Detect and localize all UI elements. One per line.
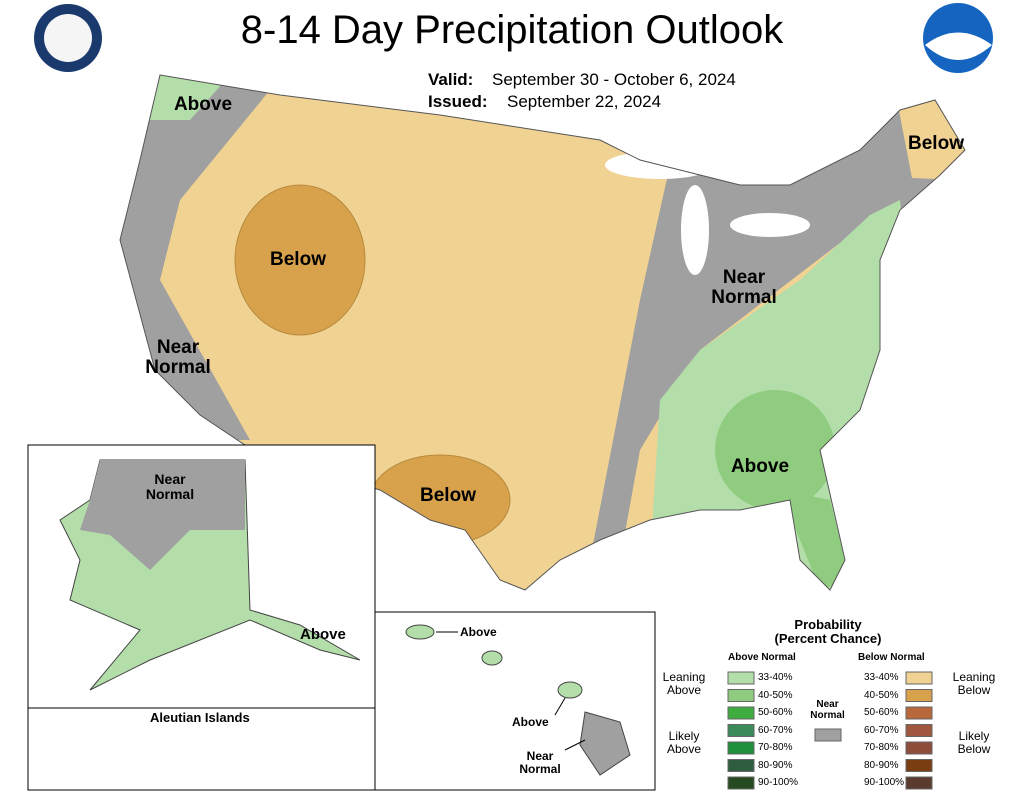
legend-range: 80-90%	[864, 759, 899, 771]
legend-swatch	[905, 741, 933, 755]
region-label: Above	[173, 94, 233, 115]
legend-range: 90-100%	[758, 777, 799, 788]
legend-swatch	[905, 759, 933, 772]
legend-range: 60-70%	[758, 724, 793, 736]
valid-dates: September 30 - October 6, 2024	[492, 70, 736, 89]
legend-swatch	[905, 706, 933, 720]
legend-range: 33-40%	[758, 672, 793, 683]
legend-group: Leaning Above	[662, 670, 706, 697]
legend-swatch	[905, 776, 933, 790]
legend-swatch	[727, 741, 755, 755]
title: 8-14 Day Precipitation Outlook	[240, 8, 784, 52]
legend-swatch	[727, 776, 755, 790]
legend-header: Above Normal	[728, 652, 796, 663]
legend-swatch	[727, 671, 755, 685]
valid-label: Valid:	[428, 70, 474, 89]
region-label: Near Normal	[145, 337, 211, 378]
region-label: Near Normal	[711, 267, 777, 308]
region-label: Above	[512, 715, 549, 729]
legend-range: 90-100%	[864, 777, 905, 788]
legend-group: Likely Above	[666, 729, 702, 756]
legend-range: 33-40%	[864, 672, 899, 683]
region-label: Near Normal	[519, 749, 561, 776]
legend-group: Likely Below	[957, 729, 991, 756]
legend-swatch	[905, 724, 933, 737]
issued-date: September 22, 2024	[507, 92, 662, 111]
region-label: Below	[270, 249, 326, 270]
legend-range: 60-70%	[864, 724, 899, 736]
legend-swatch	[814, 728, 842, 742]
region-label: Below	[908, 133, 964, 154]
legend-range: 40-50%	[758, 689, 793, 701]
legend-range: 40-50%	[864, 689, 899, 701]
region-label: Above	[460, 625, 497, 639]
legend-range: 80-90%	[758, 759, 793, 771]
issued-label: Issued:	[428, 92, 488, 111]
legend-group: Leaning Below	[952, 670, 996, 697]
legend-swatch	[727, 724, 755, 737]
region-label: Near Normal	[145, 471, 195, 502]
legend-swatch	[905, 671, 933, 685]
region-label: Above	[300, 626, 346, 643]
legend-title: Probability (Percent Chance)	[774, 617, 882, 646]
legend-swatch	[727, 759, 755, 772]
legend-swatch	[727, 689, 755, 702]
legend-swatch	[905, 689, 933, 702]
legend-swatch	[727, 706, 755, 720]
legend-range: 70-80%	[758, 742, 793, 753]
legend-range: 50-60%	[758, 707, 793, 718]
region-label: Below	[420, 485, 476, 506]
legend-range: 50-60%	[864, 707, 899, 718]
region-label: Above	[730, 456, 790, 477]
legend-near: Near Normal	[810, 699, 845, 721]
aleutian-title: Aleutian Islands	[150, 710, 250, 725]
legend-range: 70-80%	[864, 742, 899, 753]
legend-header: Below Normal	[858, 652, 925, 663]
